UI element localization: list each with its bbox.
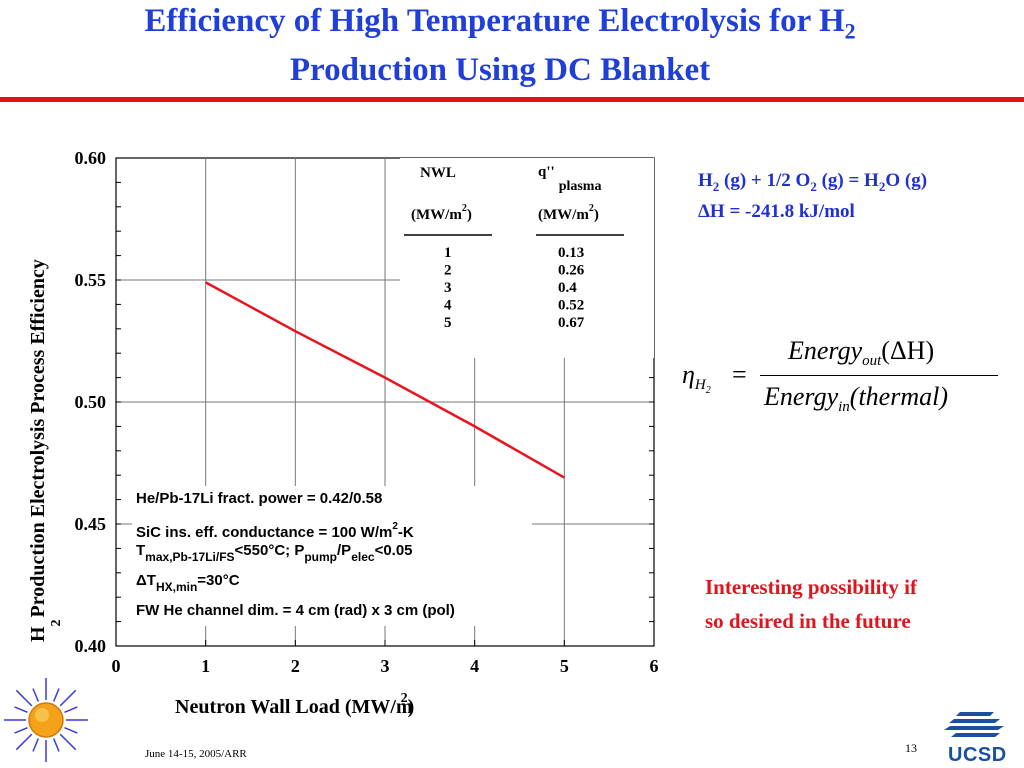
reaction-equation: H2 (g) + 1/2 O2 (g) = H2O (g) ΔH = -241.… [698,168,927,224]
annotation-line-5: FW He channel dim. = 4 cm (rad) x 3 cm (… [136,602,455,619]
table-cell-q: 0.26 [558,263,585,279]
reaction-line: H2 (g) + 1/2 O2 (g) = H2O (g) [698,170,928,194]
x-axis-label: Neutron Wall Load (MW/m2) [175,691,414,718]
eta-symbol: ηH2 [682,360,711,397]
table-cell-q: 0.13 [558,245,584,261]
table-cell-nwl: 3 [444,280,452,296]
slide-title: Efficiency of High Temperature Electroly… [0,2,1000,89]
x-tick-label: 0 [112,656,121,676]
ucsd-logo-icon [944,712,1004,737]
ucsd-logo-text: UCSD [948,744,1007,766]
table-rows: 1 0.13 2 0.26 3 0.4 4 0.52 5 0.67 [444,245,585,331]
annotation-line-1: He/Pb-17Li fract. power = 0.42/0.58 [136,490,382,507]
inset-table: NWL (MW/m2) q''plasma (MW/m2) 1 0.13 2 0.26… [404,164,624,331]
formula-denominator: Energyin(thermal) [764,382,948,416]
table-cell-q: 0.67 [558,315,585,331]
page-number: 13 [905,741,917,755]
y-tick-label: 0.60 [75,148,107,168]
table-background [400,158,654,358]
table-cell-nwl: 1 [444,245,452,261]
annotation-block: He/Pb-17Li fract. power = 0.42/0.58 SiC … [136,490,455,619]
x-tick-label: 5 [560,656,569,676]
annotation-background [132,486,532,626]
x-tick-label: 1 [201,656,210,676]
sun-logo-icon [4,678,88,762]
annotation-line-4: ΔTHX,min=30°C [136,572,240,594]
table-header-q: q''plasma [538,164,601,194]
table-cell-nwl: 5 [444,315,452,331]
table-unit-q: (MW/m2) [538,203,599,223]
title-divider [0,97,1024,102]
x-tick-labels: 0 1 2 3 4 5 6 [112,656,659,676]
table-cell-q: 0.52 [558,298,584,314]
table-header-nwl: NWL [420,165,456,181]
y-axis-label: H2Production Electrolysis Process Effici… [27,259,64,642]
efficiency-series-line [205,281,565,479]
equals-sign: = [732,360,747,389]
future-note: Interesting possibility if so desired in… [705,570,917,638]
formula-numerator: Energyout(ΔH) [788,336,935,370]
enthalpy-line: ΔH = -241.8 kJ/mol [698,200,855,222]
table-cell-nwl: 4 [444,298,452,314]
table-unit-nwl: (MW/m2) [411,203,472,223]
title-line-1: Efficiency of High Temperature Electroly… [144,3,845,39]
x-tick-label: 3 [381,656,390,676]
annotation-line-3: Tmax,Pb-17Li/FS<550°C; Ppump/Pelec<0.05 [136,542,413,564]
efficiency-formula: ηH2 = Energyout(ΔH) Energyin(thermal) [680,336,1010,426]
y-tick-labels: 0.40 0.45 0.50 0.55 0.60 [75,148,107,656]
y-tick-label: 0.45 [75,514,107,534]
table-cell-q: 0.4 [558,280,577,296]
x-tick-label: 6 [650,656,659,676]
footer-date: June 14-15, 2005/ARR [145,748,247,760]
fraction-bar [760,375,998,376]
future-note-line-2: so desired in the future [705,609,911,633]
annotation-line-2: SiC ins. eff. conductance = 100 W/m2-K [136,521,414,541]
future-note-line-1: Interesting possibility if [705,575,917,599]
table-cell-nwl: 2 [444,263,452,279]
y-tick-label: 0.40 [75,636,107,656]
title-line-2: Production Using DC Blanket [289,51,711,88]
title-subscript: 2 [844,18,856,44]
y-tick-label: 0.55 [75,270,107,290]
x-tick-label: 4 [470,656,479,676]
y-tick-label: 0.50 [75,392,107,412]
x-tick-label: 2 [291,656,300,676]
